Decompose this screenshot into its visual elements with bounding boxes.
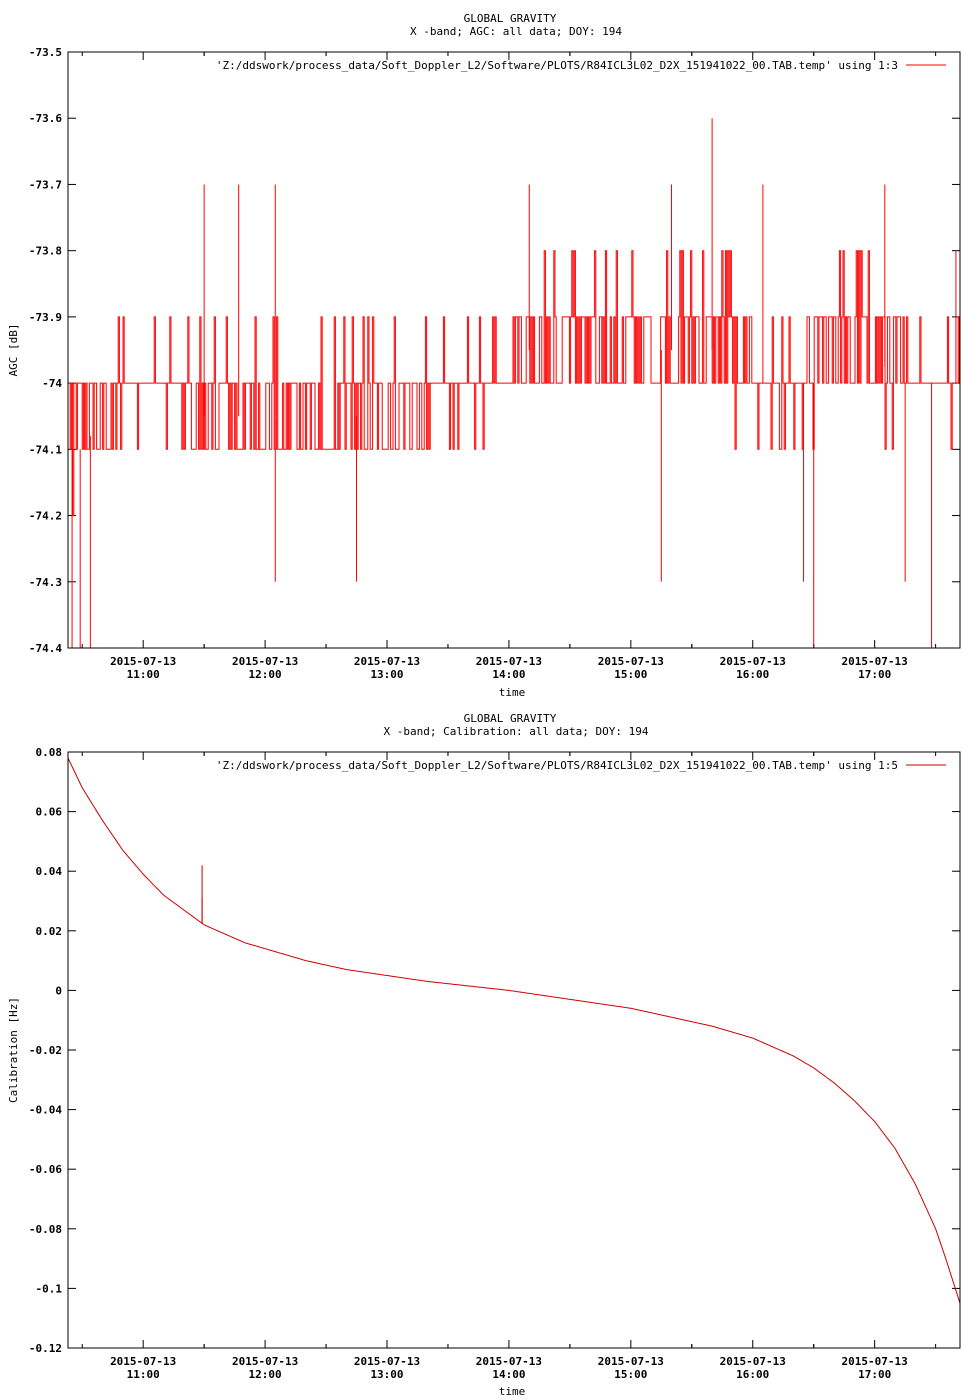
chart-agc-y-ticks: -73.5 -73.6 -73.7 -73.8 -73.9 -74 -74.1 -74.2 -7… bbox=[29, 46, 960, 655]
chart-agc-x-tick-time: 16:00 bbox=[736, 668, 769, 681]
chart-calibration-y-tick-label: 0.02 bbox=[36, 925, 63, 938]
chart-calibration: GLOBAL GRAVITY X -band; Calibration: all… bbox=[7, 712, 961, 1398]
chart-agc-series-line bbox=[69, 250, 960, 517]
chart-calibration-legend-label: 'Z:/ddswork/process_data/Soft_Doppler_L2… bbox=[216, 759, 898, 772]
chart-calibration-x-tick-time: 11:00 bbox=[127, 1368, 160, 1381]
chart-calibration-x-tick-time: 15:00 bbox=[614, 1368, 647, 1381]
chart-calibration-x-tick-time: 14:00 bbox=[492, 1368, 525, 1381]
chart-calibration-x-tick-time: 16:00 bbox=[736, 1368, 769, 1381]
chart-agc-y-tick-label: -74.4 bbox=[29, 642, 62, 655]
chart-agc-x-ticks: 2015-07-1311:002015-07-1312:002015-07-13… bbox=[81, 52, 937, 681]
chart-calibration-x-tick-date: 2015-07-13 bbox=[232, 1355, 298, 1368]
chart-agc-x-tick-date: 2015-07-13 bbox=[232, 655, 298, 668]
chart-agc-x-tick-date: 2015-07-13 bbox=[598, 655, 664, 668]
chart-calibration-y-tick-label: -0.08 bbox=[29, 1223, 62, 1236]
chart-agc-x-tick-time: 11:00 bbox=[127, 668, 160, 681]
chart-agc: GLOBAL GRAVITY X -band; AGC: all data; D… bbox=[7, 12, 961, 699]
chart-calibration-y-tick-label: 0.04 bbox=[36, 865, 63, 878]
chart-agc-y-tick-label: -74.2 bbox=[29, 510, 62, 523]
chart-agc-xlabel: time bbox=[499, 686, 526, 699]
chart-agc-x-tick-time: 17:00 bbox=[858, 668, 891, 681]
chart-calibration-x-tick-date: 2015-07-13 bbox=[842, 1355, 908, 1368]
chart-agc-y-tick-label: -73.5 bbox=[29, 46, 62, 59]
chart-agc-y-tick-label: -74.3 bbox=[29, 576, 62, 589]
chart-calibration-frame bbox=[67, 751, 961, 1349]
chart-agc-frame bbox=[67, 51, 961, 649]
chart-calibration-y-tick-label: 0 bbox=[55, 984, 62, 997]
chart-calibration-x-tick-date: 2015-07-13 bbox=[720, 1355, 786, 1368]
chart-agc-x-tick-date: 2015-07-13 bbox=[110, 655, 176, 668]
chart-agc-ylabel: AGC [dB] bbox=[7, 324, 20, 377]
chart-calibration-series-line bbox=[67, 757, 961, 1304]
chart-calibration-x-tick-time: 12:00 bbox=[249, 1368, 282, 1381]
chart-calibration-y-tick-label: -0.06 bbox=[29, 1163, 62, 1176]
chart-calibration-y-ticks: 0.08 0.06 0.04 0.02 0 -0.02 -0.04 -0.06 -0.08 -0.… bbox=[29, 746, 960, 1355]
chart-calibration-y-tick-label: -0.1 bbox=[36, 1282, 63, 1295]
chart-calibration-y-tick-label: -0.12 bbox=[29, 1342, 62, 1355]
chart-calibration-y-tick-label: 0.06 bbox=[36, 806, 63, 819]
chart-calibration-xlabel: time bbox=[499, 1385, 526, 1398]
chart-calibration-x-tick-date: 2015-07-13 bbox=[354, 1355, 420, 1368]
chart-calibration-x-ticks: 2015-07-1311:002015-07-1312:002015-07-13… bbox=[81, 752, 937, 1381]
chart-calibration-plot-area bbox=[67, 757, 961, 1304]
chart-calibration-ylabel: Calibration [Hz] bbox=[7, 997, 20, 1103]
chart-agc-y-tick-label: -73.6 bbox=[29, 112, 62, 125]
chart-agc-y-tick-label: -73.9 bbox=[29, 311, 62, 324]
chart-calibration-y-tick-label: 0.08 bbox=[36, 746, 63, 759]
chart-calibration-x-tick-time: 17:00 bbox=[858, 1368, 891, 1381]
chart-agc-subtitle: X -band; AGC: all data; DOY: 194 bbox=[410, 25, 622, 38]
chart-agc-x-tick-date: 2015-07-13 bbox=[720, 655, 786, 668]
chart-agc-y-tick-label: -74 bbox=[42, 377, 62, 390]
chart-calibration-y-tick-label: -0.02 bbox=[29, 1044, 62, 1057]
chart-agc-x-tick-time: 13:00 bbox=[370, 668, 403, 681]
chart-agc-x-tick-date: 2015-07-13 bbox=[476, 655, 542, 668]
chart-agc-title: GLOBAL GRAVITY bbox=[464, 12, 557, 25]
chart-agc-legend-label: 'Z:/ddswork/process_data/Soft_Doppler_L2… bbox=[216, 59, 898, 72]
chart-agc-y-tick-label: -74.1 bbox=[29, 443, 62, 456]
chart-calibration-title: GLOBAL GRAVITY bbox=[464, 712, 557, 725]
chart-calibration-x-tick-date: 2015-07-13 bbox=[598, 1355, 664, 1368]
chart-agc-x-tick-date: 2015-07-13 bbox=[842, 655, 908, 668]
chart-agc-x-tick-time: 12:00 bbox=[249, 668, 282, 681]
chart-agc-y-tick-label: -73.7 bbox=[29, 178, 62, 191]
chart-agc-x-tick-time: 15:00 bbox=[614, 668, 647, 681]
chart-agc-y-tick-label: -73.8 bbox=[29, 245, 62, 258]
chart-calibration-y-tick-label: -0.04 bbox=[29, 1104, 62, 1117]
chart-agc-x-tick-time: 14:00 bbox=[492, 668, 525, 681]
chart-calibration-x-tick-date: 2015-07-13 bbox=[110, 1355, 176, 1368]
chart-calibration-subtitle: X -band; Calibration: all data; DOY: 194 bbox=[384, 725, 649, 738]
chart-agc-plot-area bbox=[69, 118, 960, 648]
chart-calibration-x-tick-date: 2015-07-13 bbox=[476, 1355, 542, 1368]
chart-calibration-x-tick-time: 13:00 bbox=[370, 1368, 403, 1381]
chart-agc-x-tick-date: 2015-07-13 bbox=[354, 655, 420, 668]
